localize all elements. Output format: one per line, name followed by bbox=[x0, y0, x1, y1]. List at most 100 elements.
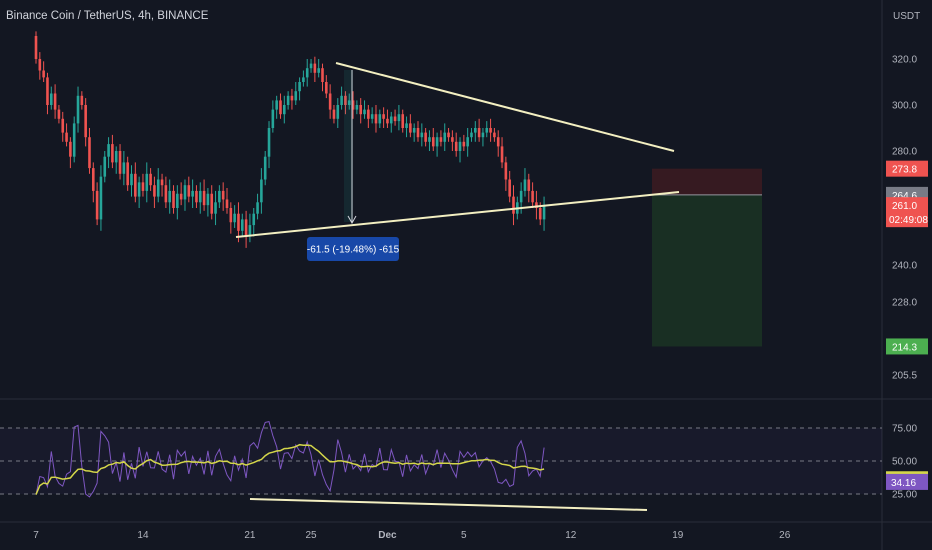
candle-body bbox=[263, 156, 267, 180]
price-unit: USDT bbox=[893, 11, 920, 22]
candle-body bbox=[485, 128, 489, 133]
candle-body bbox=[508, 179, 511, 197]
chart-title: Binance Coin / TetherUS, 4h, BINANCE bbox=[6, 10, 209, 22]
measure-badge bbox=[307, 237, 399, 261]
candle-body bbox=[237, 213, 240, 231]
candle-body bbox=[187, 185, 191, 197]
rsi-badge-text: 34.16 bbox=[891, 478, 916, 489]
lower-trendline[interactable] bbox=[235, 191, 680, 238]
candle-body bbox=[481, 132, 485, 138]
candle-body bbox=[401, 114, 405, 128]
candle-body bbox=[378, 114, 382, 124]
candle-body bbox=[359, 105, 362, 115]
candle-body bbox=[393, 116, 397, 122]
candle-body bbox=[397, 114, 401, 122]
candle-body bbox=[355, 105, 359, 110]
candle-body bbox=[168, 190, 171, 203]
price-label-text: 273.8 bbox=[892, 165, 917, 176]
candle-body bbox=[149, 173, 152, 186]
candle-body bbox=[283, 105, 286, 115]
candle-body bbox=[267, 128, 271, 157]
candle-body bbox=[252, 213, 256, 226]
candle-body bbox=[347, 100, 351, 105]
time-tick-label: 26 bbox=[779, 530, 791, 541]
candle-body bbox=[328, 93, 332, 110]
candle-body bbox=[214, 202, 217, 214]
time-tick-label: 19 bbox=[672, 530, 684, 541]
candle-body bbox=[134, 173, 137, 197]
candle-body bbox=[61, 118, 65, 133]
candle-body bbox=[179, 193, 183, 200]
rsi-pane bbox=[0, 421, 882, 511]
candle-body bbox=[321, 68, 324, 82]
candle-body bbox=[500, 146, 504, 163]
candle-body bbox=[340, 95, 343, 105]
candle-body bbox=[160, 179, 164, 186]
time-tick-label: Dec bbox=[378, 530, 397, 541]
candle-body bbox=[88, 137, 91, 169]
candle-body bbox=[523, 179, 527, 191]
candle-body bbox=[317, 68, 320, 73]
upper-trendline[interactable] bbox=[335, 62, 675, 152]
candle-body bbox=[46, 77, 49, 105]
candle-body bbox=[84, 105, 87, 138]
candle-body bbox=[386, 118, 389, 124]
drawings[interactable]: -61.5 (-19.48%) -615 bbox=[235, 62, 680, 261]
rsi-badge bbox=[886, 473, 928, 490]
candle-body bbox=[382, 114, 385, 119]
candle-body bbox=[198, 190, 202, 203]
candle-body bbox=[531, 190, 534, 203]
time-tick-label: 25 bbox=[305, 530, 317, 541]
rsi-ma-line bbox=[35, 443, 545, 495]
candle-body bbox=[451, 137, 454, 142]
candle-body bbox=[305, 68, 309, 78]
candle-body bbox=[535, 202, 538, 208]
price-label-text: 214.3 bbox=[892, 342, 917, 353]
candle-body bbox=[111, 144, 114, 163]
candle-body bbox=[439, 137, 443, 142]
stop-loss-zone bbox=[652, 168, 762, 195]
candle-body bbox=[65, 132, 68, 142]
candle-body bbox=[107, 144, 110, 157]
take-profit-zone bbox=[652, 194, 762, 347]
candle-body bbox=[80, 95, 84, 105]
candle-body bbox=[389, 116, 393, 124]
candle-body bbox=[294, 91, 298, 101]
candle-body bbox=[336, 105, 340, 119]
candle-body bbox=[95, 190, 99, 220]
candle-body bbox=[493, 132, 496, 138]
countdown-text: 02:49:08 bbox=[889, 215, 928, 226]
candle-body bbox=[69, 141, 72, 157]
candle-body bbox=[218, 190, 221, 203]
candle-body bbox=[519, 190, 523, 203]
candle-body bbox=[156, 179, 160, 197]
candle-body bbox=[191, 190, 194, 197]
candle-body bbox=[458, 141, 462, 151]
rsi-tick-label: 50.00 bbox=[892, 457, 917, 468]
candle-body bbox=[466, 137, 469, 147]
measure-arrowhead bbox=[347, 215, 357, 225]
candle-body bbox=[42, 70, 45, 78]
candle-body bbox=[512, 196, 515, 214]
rsi-divergence-line[interactable] bbox=[249, 498, 648, 511]
candle-body bbox=[470, 132, 473, 138]
candle-body bbox=[332, 109, 336, 119]
price-tick-label: 205.5 bbox=[892, 371, 917, 382]
candle-body bbox=[202, 190, 206, 206]
candle-body bbox=[195, 190, 198, 203]
time-tick-label: 14 bbox=[137, 530, 149, 541]
candle-body bbox=[309, 63, 313, 69]
price-tick-label: 228.0 bbox=[892, 298, 917, 309]
candle-body bbox=[370, 114, 374, 119]
candle-body bbox=[302, 77, 305, 82]
axes: 320.0 300.0 280.0 240.0 228.0 205.5 7 14 21 25 Dec… bbox=[33, 55, 928, 542]
price-tick-label: 240.0 bbox=[892, 261, 917, 272]
time-tick-label: 12 bbox=[565, 530, 577, 541]
candle-body bbox=[137, 182, 141, 197]
candle-body bbox=[221, 190, 225, 200]
candle-body bbox=[275, 100, 278, 110]
candle-body bbox=[57, 109, 61, 119]
candle-body bbox=[99, 176, 103, 220]
price-tick-label: 300.0 bbox=[892, 101, 917, 112]
